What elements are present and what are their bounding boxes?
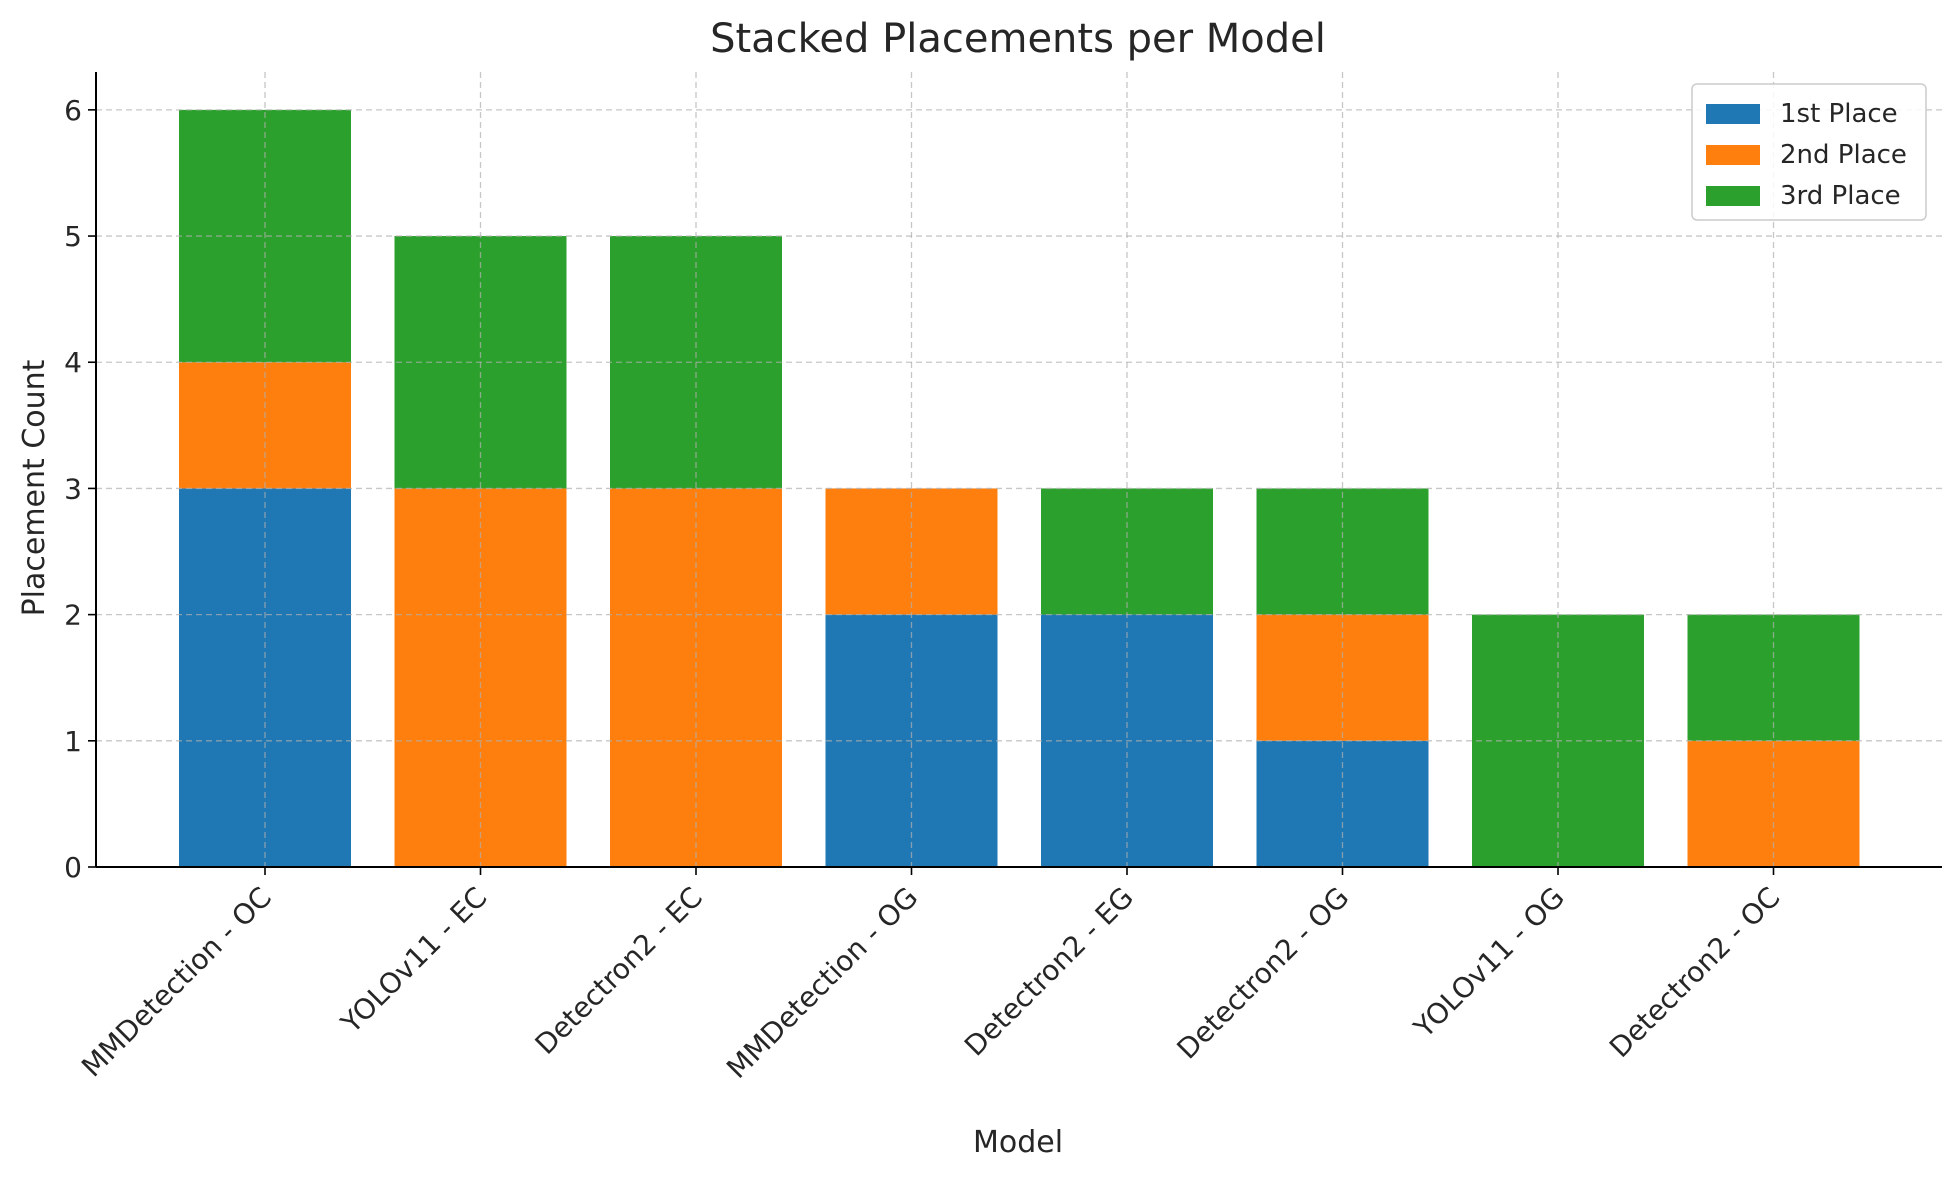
legend-swatch-3 (1706, 186, 1760, 206)
x-tick-label: Detectron2 - OG (1170, 881, 1355, 1066)
y-tick-labels: 0 1 2 3 4 5 6 (64, 94, 82, 884)
x-axis-title: Model (973, 1125, 1063, 1160)
y-tick-label: 5 (64, 220, 82, 253)
x-tick-label: YOLOv11 - EC (334, 881, 494, 1041)
y-tick-label: 1 (64, 725, 82, 758)
y-tick-label: 2 (64, 599, 82, 632)
legend-label-2: 2nd Place (1780, 140, 1907, 170)
y-tick-label: 4 (64, 346, 82, 379)
legend-label-3: 3rd Place (1780, 181, 1901, 211)
axes (88, 72, 1942, 875)
y-tick-label: 3 (64, 472, 82, 505)
legend-swatch-1 (1706, 104, 1760, 124)
chart-title: Stacked Placements per Model (710, 16, 1326, 62)
x-tick-label: Detectron2 - EC (529, 881, 709, 1061)
legend-swatch-2 (1706, 145, 1760, 165)
y-tick-label: 0 (64, 851, 82, 884)
x-tick-label: Detectron2 - OC (1603, 881, 1786, 1064)
x-tick-label: MMDetection - OG (720, 881, 924, 1085)
x-tick-label: Detectron2 - EG (958, 881, 1140, 1063)
y-axis-title: Placement Count (17, 359, 52, 616)
x-tick-label: YOLOv11 - OG (1407, 881, 1571, 1045)
legend-label-1: 1st Place (1780, 99, 1898, 129)
grid (96, 72, 1942, 868)
legend: 1st Place 2nd Place 3rd Place (1691, 83, 1927, 221)
x-tick-labels: MMDetection - OC YOLOv11 - EC Detectron2 -… (75, 881, 1786, 1085)
y-tick-label: 6 (64, 94, 82, 127)
x-tick-label: MMDetection - OC (75, 881, 278, 1084)
